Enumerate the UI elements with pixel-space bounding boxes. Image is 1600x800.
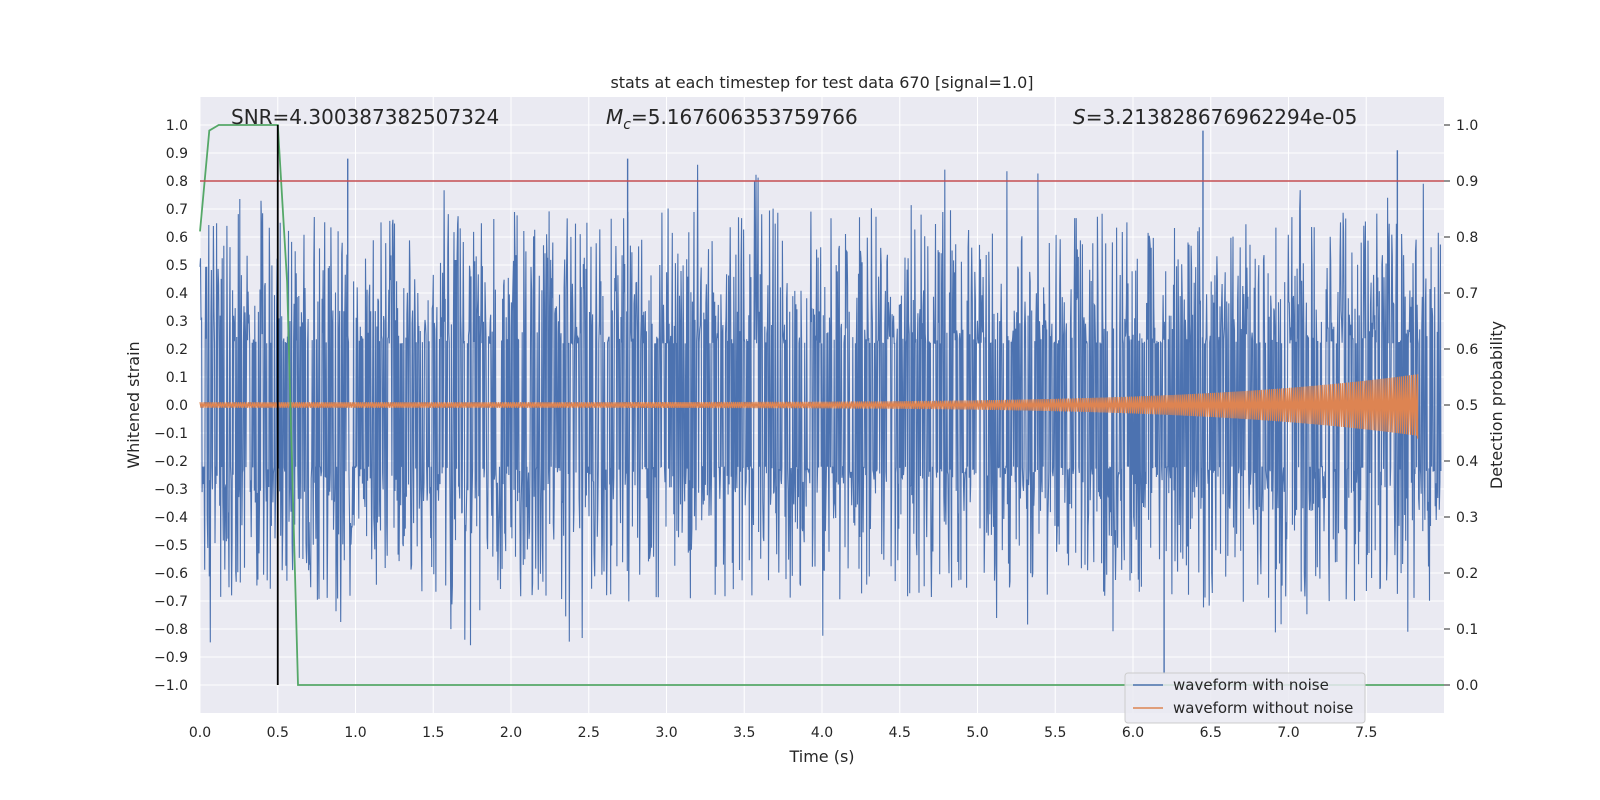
y2-tick-label: 0.1 [1456,622,1478,638]
x-tick-label: 7.0 [1277,725,1299,741]
chart-title: stats at each timestep for test data 670… [610,73,1033,92]
x-tick-label: 1.0 [344,725,366,741]
legend-label-clean: waveform without noise [1173,699,1353,717]
noisy-waveform-line [199,164,1442,646]
y-tick-label: 0.9 [166,146,188,162]
x-axis-title: Time (s) [788,747,854,766]
probability-series [199,124,1444,686]
y-tick-label: −0.7 [154,594,188,610]
y2-tick-label: 0.9 [1456,174,1478,190]
x-tick-label: 4.0 [811,725,833,741]
y2-tick-label: 0.5 [1456,398,1478,414]
x-tick-label: 6.5 [1200,725,1222,741]
x-axis: 0.0 0.5 1.0 1.5 2.0 2.5 3.0 3.5 4.0 4.5 5.0 5.5 6.0 6… [189,725,1378,741]
y2-tick-label: 1.0 [1456,118,1478,134]
y-tick-label: 0.0 [166,398,188,414]
clean-waveform-series [199,374,1419,439]
x-tick-label: 1.5 [422,725,444,741]
chirp-mass-value: =5.167606353759766 [631,105,858,129]
score-annotation: S=3.213828676962294e-05 [1073,105,1357,129]
y2-tick-label: 0.0 [1456,678,1478,694]
y-tick-label: 0.6 [166,230,188,246]
chirp-mass-symbol: M [606,105,623,129]
y2-tick-label: 0.3 [1456,510,1478,526]
legend: waveform with noise waveform without noi… [1124,672,1366,724]
y-tick-label: −0.5 [154,538,188,554]
legend-box [1124,672,1366,724]
y2-tick-label: 0.4 [1456,454,1478,470]
y-tick-label: −0.3 [154,482,188,498]
y-tick-label: 0.5 [166,258,188,274]
chirp-mass-annotation: Mc=5.167606353759766 [606,105,858,133]
y-tick-label: 1.0 [166,118,188,134]
x-tick-label: 7.5 [1355,725,1377,741]
score-value: =3.213828676962294e-05 [1086,105,1358,129]
y-axis-right: 1.0 0.9 0.8 0.7 0.6 0.5 0.4 0.3 0.2 0.1 0.0 [1444,118,1478,694]
x-tick-label: 6.0 [1122,725,1144,741]
snr-annotation: SNR=4.300387382507324 [231,105,499,129]
y2-axis-title: Detection probability [1487,321,1506,489]
x-tick-label: 3.0 [655,725,677,741]
y-tick-label: −0.1 [154,426,188,442]
y-tick-label: 0.2 [166,342,188,358]
x-tick-label: 2.0 [500,725,522,741]
y2-tick-label: 0.8 [1456,230,1478,246]
y-tick-label: 0.3 [166,314,188,330]
y-tick-label: −0.8 [154,622,188,638]
y-tick-label: −1.0 [154,678,188,694]
probability-line [199,124,1444,686]
y-tick-label: 0.4 [166,286,188,302]
y-tick-label: −0.9 [154,650,188,666]
y-tick-label: −0.6 [154,566,188,582]
y-axis-title: Whitened strain [124,341,143,468]
x-tick-label: 5.5 [1044,725,1066,741]
x-tick-label: 0.5 [267,725,289,741]
y-tick-label: −0.2 [154,454,188,470]
chirp-mass-subscript: c [623,117,631,133]
y-tick-label: 0.8 [166,174,188,190]
y-tick-label: −0.4 [154,510,188,526]
x-tick-label: 5.0 [966,725,988,741]
x-tick-label: 3.5 [733,725,755,741]
score-symbol: S [1073,105,1086,129]
x-tick-label: 4.5 [889,725,911,741]
clean-waveform-line [199,374,1419,439]
x-tick-label: 2.5 [578,725,600,741]
y-tick-label: 0.1 [166,370,188,386]
noisy-waveform-series [199,130,1442,674]
y2-tick-label: 0.7 [1456,286,1478,302]
y-tick-label: 0.7 [166,202,188,218]
reference-lines [200,125,1444,685]
legend-label-noisy: waveform with noise [1173,676,1329,694]
y2-tick-label: 0.6 [1456,342,1478,358]
y2-tick-label: 0.2 [1456,566,1478,582]
y-axis-left: 1.0 0.9 0.8 0.7 0.6 0.5 0.4 0.3 0.2 0.1 0.0 −0.1 −0.… [154,118,188,694]
x-tick-label: 0.0 [189,725,211,741]
